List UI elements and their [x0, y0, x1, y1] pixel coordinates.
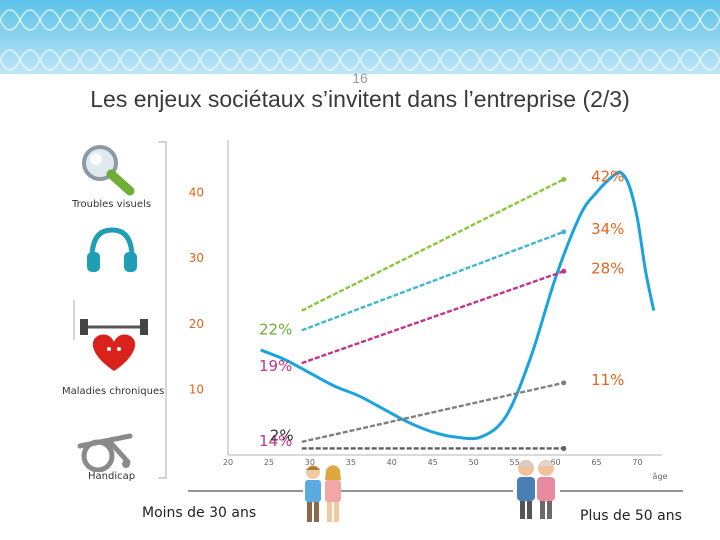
category-label-handicap: Handicap [88, 471, 136, 482]
end-value-label: 34% [591, 220, 624, 238]
x-tick-label: 40 [387, 458, 397, 467]
page-number: 16 [352, 70, 368, 86]
trend-point-4 [561, 380, 567, 386]
x-tick-label: 70 [632, 458, 642, 467]
young-couple-icon [305, 465, 341, 522]
trend-line-3 [301, 270, 565, 365]
age-caption-young: Moins de 30 ans [142, 505, 257, 521]
trend-line-1 [301, 178, 565, 312]
wheelchair-icon [77, 433, 133, 472]
end-value-label: 42% [591, 167, 624, 185]
age-axis-line [188, 490, 683, 492]
category-label-chronic: Maladies chroniques [62, 386, 165, 397]
trend-line-2 [301, 230, 565, 332]
y-tick-label: 30 [189, 251, 204, 265]
age-caption-senior: Plus de 50 ans [580, 508, 682, 524]
y-tick-label: 20 [189, 317, 204, 331]
x-tick-label: 50 [469, 458, 479, 467]
x-tick-label: 20 [223, 458, 233, 467]
trend-point-1 [561, 176, 567, 182]
trend-point-5 [561, 445, 567, 451]
x-tick-label: 35 [346, 458, 356, 467]
y-tick-label: 40 [189, 186, 204, 200]
x-tick-label: 25 [264, 458, 274, 467]
left-bracket [73, 141, 167, 479]
x-axis-label: âge [653, 472, 668, 481]
trend-point-3 [561, 268, 567, 274]
slide-title: Les enjeux sociétaux s’invitent dans l’e… [90, 86, 630, 112]
start-value-label: 14% [259, 432, 292, 450]
trend-line-4 [301, 381, 564, 444]
header-banner [0, 0, 720, 74]
x-tick-label: 65 [591, 458, 601, 467]
start-value-label: 19% [259, 357, 292, 375]
end-value-label: 11% [591, 371, 624, 389]
x-tick-label: 45 [428, 458, 438, 467]
trend-point-2 [561, 229, 567, 235]
x-tick-label: 60 [550, 458, 560, 467]
start-value-label: 22% [259, 320, 292, 338]
end-value-label: 28% [591, 259, 624, 277]
category-label-visual: Troubles visuels [72, 199, 152, 210]
x-tick-label: 55 [510, 458, 520, 467]
headphones-icon [87, 227, 137, 272]
start-value-label: 2% [270, 426, 294, 444]
senior-couple-icon [517, 460, 555, 519]
heart-weights-icon [80, 319, 148, 371]
x-tick-label: 30 [305, 458, 315, 467]
magnifier-icon [82, 145, 135, 196]
age-curve-line [260, 170, 656, 441]
y-tick-label: 10 [189, 382, 204, 396]
